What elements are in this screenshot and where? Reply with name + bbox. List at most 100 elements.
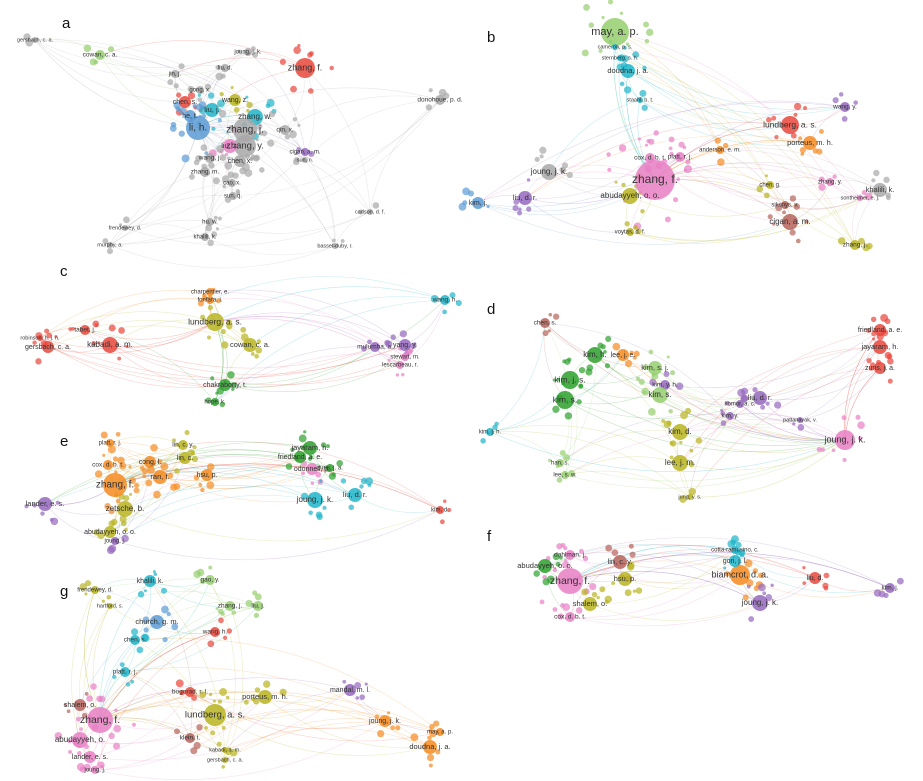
- minor-node: [855, 414, 861, 420]
- edge: [664, 329, 881, 389]
- nodes: [37, 288, 450, 406]
- minor-node: [748, 616, 755, 623]
- node: [42, 341, 54, 353]
- minor-node: [607, 0, 614, 5]
- minor-node: [818, 129, 824, 134]
- edge: [759, 329, 881, 399]
- node-label: staahl, b. t.: [627, 97, 654, 103]
- minor-node: [207, 305, 214, 311]
- minor-node: [145, 479, 153, 487]
- edge: [304, 67, 371, 213]
- edge: [619, 57, 791, 126]
- edge: [739, 403, 801, 421]
- minor-node: [268, 110, 276, 118]
- edge: [489, 322, 546, 433]
- minor-node: [79, 766, 87, 773]
- minor-node: [873, 169, 880, 177]
- edge: [664, 384, 741, 406]
- minor-node: [641, 104, 648, 111]
- minor-node: [625, 42, 630, 46]
- minor-nodes: [480, 312, 894, 503]
- node: [436, 728, 444, 736]
- edge: [89, 691, 191, 758]
- minor-node: [104, 503, 111, 510]
- node-label: liu, j.: [204, 105, 219, 114]
- edge: [189, 691, 386, 729]
- minor-node: [187, 92, 196, 100]
- minor-node: [289, 130, 297, 139]
- minor-node: [93, 59, 99, 65]
- minor-node: [752, 386, 758, 393]
- minor-node: [254, 687, 261, 693]
- minor-node: [108, 508, 115, 515]
- minor-node: [866, 357, 872, 364]
- minor-node: [207, 335, 212, 340]
- node-label: lander, e. s.: [72, 754, 108, 761]
- minor-node: [789, 229, 796, 236]
- edge: [109, 127, 199, 246]
- minor-node: [765, 401, 770, 406]
- node: [295, 58, 315, 78]
- node: [752, 595, 768, 611]
- minor-node: [678, 141, 685, 148]
- node-label: zuris, j. a.: [865, 365, 895, 372]
- node-label: khalili, k.: [193, 235, 216, 241]
- minor-node: [91, 341, 97, 346]
- edge: [107, 464, 331, 489]
- minor-node: [878, 590, 886, 598]
- edge: [209, 289, 406, 346]
- minor-node: [290, 447, 295, 452]
- edge: [404, 299, 446, 346]
- node: [687, 494, 693, 500]
- edge: [124, 508, 441, 542]
- node-label: cong, l.: [139, 459, 162, 466]
- minor-node: [119, 515, 127, 523]
- minor-node: [355, 696, 360, 700]
- minor-node: [427, 735, 432, 741]
- minor-node: [772, 222, 776, 226]
- edge: [564, 426, 846, 476]
- edge: [39, 321, 216, 349]
- minor-node: [245, 95, 249, 99]
- node-label: abudayyeh, o. o.: [600, 191, 659, 200]
- edge: [79, 714, 216, 745]
- node-label: zetsche, b.: [106, 504, 145, 513]
- node-label: voytas, d. f.: [615, 230, 646, 236]
- minor-node: [486, 204, 490, 209]
- node-label: shalem, o.: [573, 599, 608, 608]
- minor-node: [805, 219, 809, 224]
- minor-node: [627, 561, 635, 570]
- minor-node: [250, 46, 256, 51]
- minor-node: [792, 422, 796, 426]
- node-label: liu, d. r.: [513, 193, 537, 202]
- minor-node: [539, 599, 545, 605]
- edge: [209, 298, 406, 358]
- minor-node: [644, 38, 650, 44]
- edge: [654, 161, 881, 191]
- minor-node: [632, 355, 637, 360]
- minor-node: [24, 504, 29, 509]
- minor-node: [812, 148, 819, 154]
- minor-node: [166, 611, 171, 617]
- minor-node: [131, 722, 136, 727]
- minor-node: [100, 431, 108, 439]
- minor-node: [94, 470, 103, 478]
- node: [766, 181, 774, 189]
- node-label: cowan, c. a.: [83, 52, 118, 59]
- minor-node: [107, 46, 115, 53]
- minor-node: [653, 130, 659, 136]
- edge: [39, 337, 406, 379]
- node-label: klein, t.: [180, 735, 201, 742]
- edge: [109, 219, 211, 246]
- minor-node: [320, 442, 327, 448]
- minor-node: [447, 507, 452, 513]
- node-label: zhang, j.: [218, 603, 243, 610]
- minor-node: [113, 724, 122, 733]
- minor-node: [664, 216, 671, 223]
- node-label: friedland, a. e.: [278, 454, 322, 461]
- minor-node: [633, 225, 638, 230]
- node-label: liu, j.: [251, 603, 265, 610]
- minor-node: [328, 472, 336, 480]
- edges: [39, 276, 446, 403]
